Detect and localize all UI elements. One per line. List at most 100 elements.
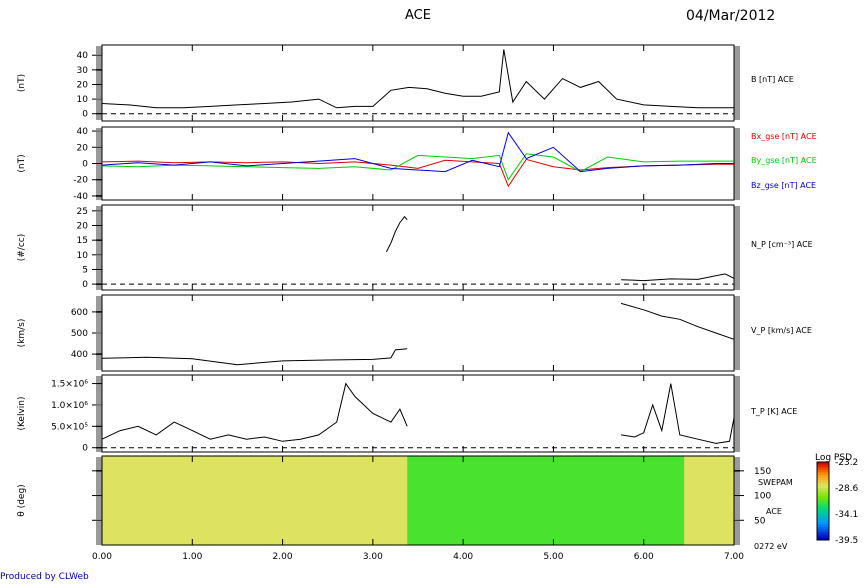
panel-2-ytick-label: -20 [73, 176, 88, 186]
panel-6-ytick-label: 50 [754, 516, 766, 526]
panel-2-ytick-label: -40 [73, 192, 88, 202]
x-tick-label: 1.00 [182, 552, 202, 562]
colorbar-cell [817, 485, 829, 489]
legend-bz: Bz_gse [nT] ACE [751, 181, 816, 190]
colorbar-tick-label: -28.6 [835, 484, 859, 494]
panel-5-ytick-label: 5.0×10⁵ [51, 422, 88, 432]
colorbar-cell [817, 488, 829, 492]
panel-5-series-segment-0 [101, 382, 408, 442]
panel-2-ylabel: (nT) [17, 154, 27, 172]
colorbar-cell [817, 498, 829, 502]
x-tick-label: 5.00 [543, 552, 563, 562]
panel-1-frame [101, 44, 735, 122]
panel-3-series-segment-1 [621, 273, 735, 282]
panel-2-series-1 [101, 153, 734, 181]
panel-1-series-0 [101, 49, 734, 109]
panel-3-ytick-label: 5 [82, 265, 88, 275]
colorbar-cell [817, 464, 829, 468]
colorbar-tick-label: -39.5 [835, 536, 858, 546]
colorbar-cell [817, 527, 829, 531]
panel-5-ytick-label: 0 [82, 444, 88, 454]
colorbar-cell [817, 493, 829, 497]
panel-6-spacecraft-label: ACE [766, 507, 782, 516]
panel-1-ylabel: (nT) [17, 74, 27, 92]
colorbar-cell [817, 516, 829, 520]
panel-1-ytick-label: 10 [77, 95, 89, 105]
panel-5-ytick-label: 1.5×10⁶ [51, 380, 88, 390]
colorbar-cell [817, 519, 829, 523]
panel-2-ytick-label: 40 [77, 127, 89, 137]
x-tick-label: 2.00 [273, 552, 293, 562]
panel-2-ytick-label: 20 [77, 143, 89, 153]
colorbar-cell [817, 511, 829, 515]
header-title: ACE [405, 8, 431, 23]
legend-np: N_P [cm⁻³] ACE [751, 240, 813, 249]
panel-1-ytick-label: 20 [77, 80, 89, 90]
panel-4-series-segment-0 [101, 348, 408, 366]
panel-4-ytick-label: 600 [71, 308, 88, 318]
panel-5-frame [101, 374, 735, 453]
colorbar-cell [817, 508, 829, 512]
panel-1-ytick-label: 30 [77, 66, 89, 76]
panel-3-series-segment-0 [385, 215, 408, 253]
panel-6-heat-block-2 [684, 456, 734, 545]
panel-6-heat-block-1 [407, 456, 685, 545]
colorbar-cell [817, 490, 829, 494]
footer-credit: Produced by CLWeb [0, 572, 89, 582]
panel-3-ytick-label: 10 [77, 251, 89, 261]
panel-6-energy-label: 0272 eV [754, 542, 788, 551]
legend-vp: V_P [km/s] ACE [751, 326, 812, 335]
colorbar-cell [817, 472, 829, 476]
colorbar-cell [817, 501, 829, 505]
panel-6-heat-block-0 [102, 456, 408, 545]
panel-3-frame [101, 204, 735, 291]
panel-1-ytick-label: 0 [82, 110, 88, 120]
panel-5-ytick-label: 1.0×10⁶ [51, 401, 88, 411]
panel-6-ylabel: θ (deg) [17, 484, 27, 516]
legend-bx: Bx_gse [nT] ACE [751, 132, 817, 141]
colorbar-tick-label: -23.2 [835, 458, 858, 468]
colorbar-cell [817, 475, 829, 479]
colorbar-cell [817, 529, 829, 533]
colorbar-tick-label: -34.1 [835, 510, 858, 520]
colorbar-cell [817, 534, 829, 538]
panel-3-ytick-label: 0 [82, 280, 88, 290]
colorbar-cell [817, 514, 829, 518]
colorbar-cell [817, 503, 829, 507]
x-tick-label: 4.00 [453, 552, 473, 562]
x-tick-label: 7.00 [724, 552, 744, 562]
header-date: 04/Mar/2012 [686, 8, 776, 24]
colorbar-cell [817, 467, 829, 471]
x-tick-label: 0.00 [92, 552, 112, 562]
panel-4-ytick-label: 400 [71, 350, 88, 360]
x-tick-label: 6.00 [634, 552, 654, 562]
panel-2-ytick-label: 0 [82, 160, 88, 170]
legend-tp: T_P [K] ACE [750, 407, 797, 416]
legend-by: By_gse [nT] ACE [751, 156, 817, 165]
colorbar-cell [817, 480, 829, 484]
colorbar-cell [817, 469, 829, 473]
panel-4-ytick-label: 500 [71, 329, 88, 339]
panel-3-ytick-label: 15 [77, 236, 88, 246]
x-tick-label: 3.00 [363, 552, 383, 562]
panel-6-ytick-label: 100 [754, 492, 771, 502]
panel-2-series-2 [101, 131, 734, 173]
colorbar-cell [817, 477, 829, 481]
panel-3-ytick-label: 20 [77, 222, 89, 232]
panel-4-ylabel: (km/s) [17, 319, 27, 348]
panel-5-series-segment-1 [621, 383, 735, 444]
colorbar-cell [817, 506, 829, 510]
colorbar-cell [817, 524, 829, 528]
colorbar-cell [817, 537, 829, 541]
panel-3-ytick-label: 25 [77, 207, 88, 217]
colorbar-cell [817, 521, 829, 525]
panel-1-ytick-label: 40 [77, 51, 89, 61]
panel-6-instrument-label: SWEPAM [758, 478, 793, 487]
colorbar-frame [816, 461, 830, 541]
colorbar-cell [817, 482, 829, 486]
panel-4-series-segment-1 [620, 302, 735, 340]
panel-6-ytick-label: 150 [754, 467, 771, 477]
colorbar-label: Log PSD [815, 453, 852, 463]
legend-b: B [nT] ACE [751, 75, 794, 84]
